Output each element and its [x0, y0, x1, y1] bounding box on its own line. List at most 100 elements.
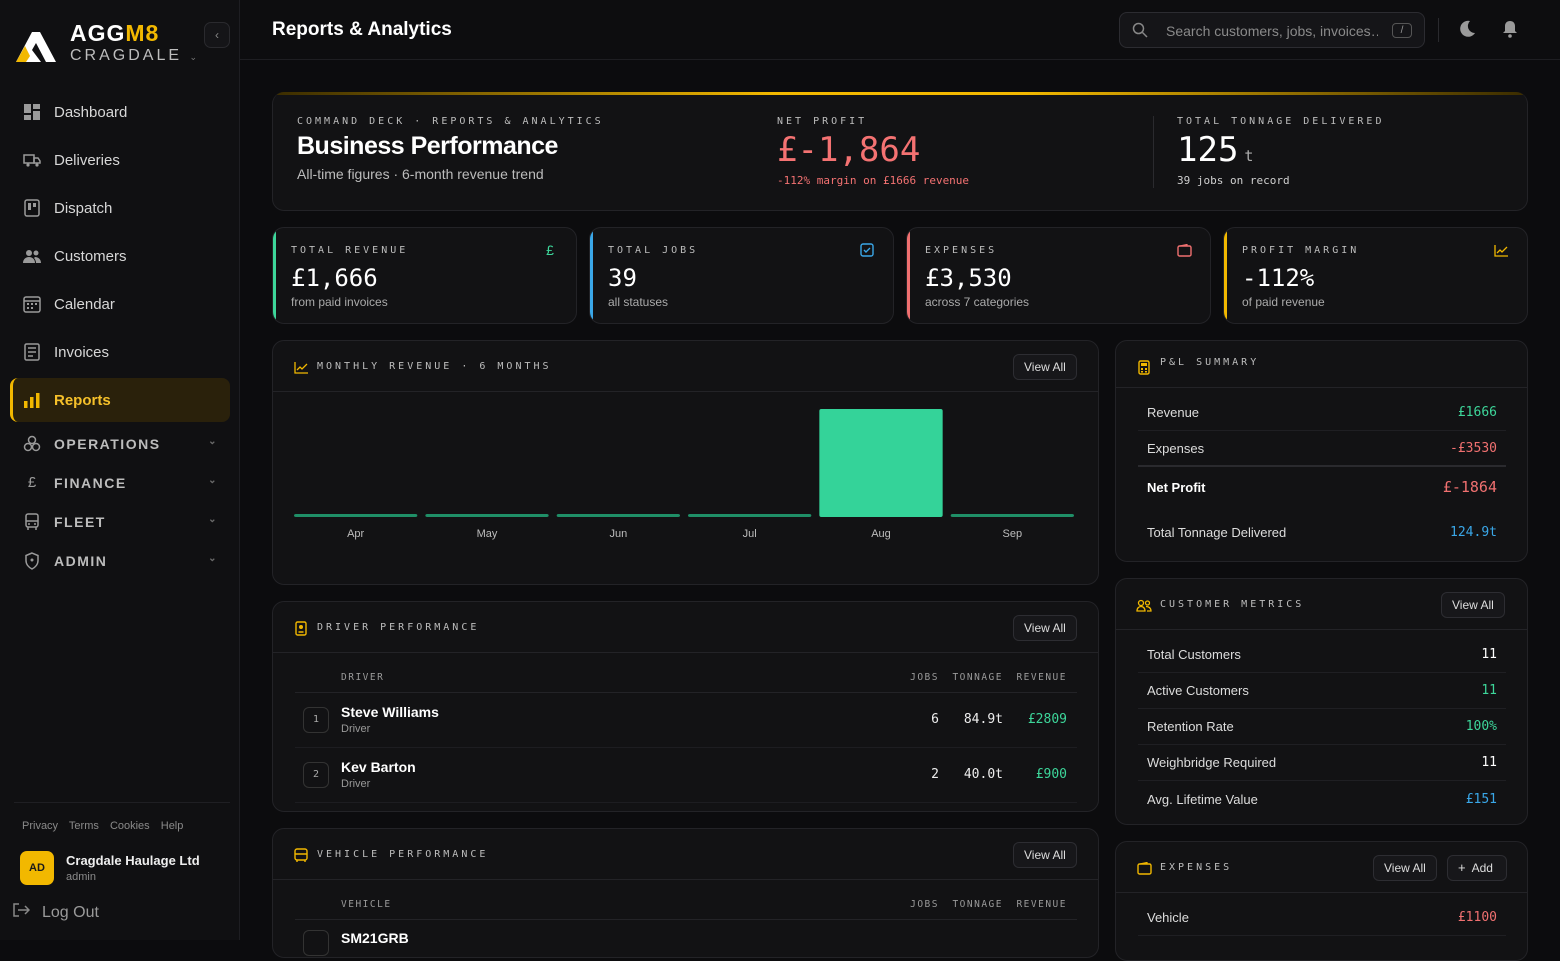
row-label: Net Profit	[1147, 479, 1206, 495]
org-switcher[interactable]: CRAGDALE ⌄	[70, 47, 201, 64]
nav-group-label: ADMIN	[54, 552, 108, 569]
panel-title: DRIVER PERFORMANCE	[317, 622, 480, 633]
driver-revenue: £900	[1013, 747, 1077, 803]
bar-aug[interactable]	[819, 409, 943, 517]
table-row[interactable]: 1 Steve Williams Driver 6 84.9t £2809	[295, 692, 1077, 748]
logout-button[interactable]: Log Out	[12, 902, 99, 923]
nav-group-finance[interactable]: £ FINANCE ⌄	[10, 465, 230, 500]
table-row[interactable]: SM21GRB	[295, 919, 1077, 957]
nav-group-fleet[interactable]: FLEET ⌄	[10, 504, 230, 539]
panel-header: P&L SUMMARY	[1116, 341, 1527, 388]
divider	[1438, 18, 1439, 42]
kpi-card-profit-margin: PROFIT MARGIN -112% of paid revenue	[1223, 227, 1528, 324]
theme-toggle-moon-icon[interactable]	[1456, 18, 1478, 40]
nav-item-reports[interactable]: Reports	[10, 378, 230, 422]
x-tick-label: Sep	[1003, 528, 1023, 540]
shield-icon	[22, 551, 42, 571]
metric-row: Active Customers 11	[1138, 673, 1506, 709]
panel-header: VEHICLE PERFORMANCE View All	[273, 829, 1098, 880]
cookies-link[interactable]: Cookies	[109, 820, 150, 832]
card-accent	[1224, 228, 1227, 323]
nav-item-calendar[interactable]: Calendar	[10, 282, 230, 326]
bar-may[interactable]	[425, 514, 549, 517]
terms-link[interactable]: Terms	[68, 820, 99, 832]
nav-group-operations[interactable]: OPERATIONS ⌄	[10, 426, 230, 461]
row-value: £1666	[1457, 405, 1497, 420]
view-all-button[interactable]: View All	[1441, 592, 1505, 618]
row-value: -£3530	[1450, 440, 1497, 456]
rank-badge: 2	[303, 761, 329, 788]
tonnage-unit: t	[1244, 147, 1254, 165]
page-title: Reports & Analytics	[272, 19, 452, 40]
net-profit-note: -112% margin on £1666 revenue	[777, 174, 970, 187]
truck-icon	[22, 150, 42, 170]
driver-name: Steve Williams	[341, 704, 439, 720]
row-value: £-1864	[1442, 478, 1497, 496]
nav-item-invoices[interactable]: Invoices	[10, 330, 230, 374]
driver-role: Driver	[341, 778, 371, 790]
row-value: 11	[1481, 755, 1497, 770]
check-square-icon	[859, 242, 875, 258]
bar-apr[interactable]	[294, 514, 418, 517]
x-tick-label: Jun	[609, 528, 627, 540]
add-expense-button[interactable]: + Add	[1447, 855, 1507, 881]
row-label: Retention Rate	[1147, 719, 1234, 734]
column-header: REVENUE	[1013, 664, 1077, 693]
kpi-label: EXPENSES	[925, 245, 998, 256]
wallet-icon	[1136, 860, 1152, 876]
search-shortcut-key: /	[1392, 23, 1412, 38]
brand-logo[interactable]: AGGM8 CRAGDALE ⌄	[16, 20, 226, 70]
dashboard-icon	[22, 102, 42, 122]
driver-jobs: 2	[899, 747, 949, 803]
nav-label: Calendar	[54, 295, 115, 313]
nav-item-dashboard[interactable]: Dashboard	[10, 90, 230, 134]
view-all-button[interactable]: View All	[1013, 842, 1077, 868]
row-value: 11	[1481, 647, 1497, 662]
bar-jul[interactable]	[688, 514, 812, 517]
pnl-row-expenses: Expenses -£3530	[1138, 431, 1506, 467]
nav-group-label: FINANCE	[54, 474, 127, 491]
user-card[interactable]: AD Cragdale Haulage Ltd admin	[20, 851, 230, 887]
search-box[interactable]: /	[1119, 12, 1425, 48]
row-label: Active Customers	[1147, 683, 1249, 698]
driver-table: DRIVER JOBS TONNAGE REVENUE 1 Steve Will…	[295, 664, 1077, 803]
column-header: REVENUE	[1013, 891, 1077, 920]
bar-jun[interactable]	[556, 514, 680, 517]
driver-name: Kev Barton	[341, 759, 416, 775]
users-icon	[1136, 597, 1152, 613]
card-accent	[907, 228, 910, 323]
column-header: TONNAGE	[949, 664, 1013, 693]
rank-badge: 1	[303, 706, 329, 733]
kpi-sub: of paid revenue	[1242, 295, 1325, 309]
privacy-link[interactable]: Privacy	[22, 820, 59, 832]
divider	[14, 802, 230, 803]
nav-item-dispatch[interactable]: Dispatch	[10, 186, 230, 230]
view-all-button[interactable]: View All	[1013, 354, 1077, 380]
search-input[interactable]	[1166, 21, 1378, 41]
nav-item-deliveries[interactable]: Deliveries	[10, 138, 230, 182]
bell-icon[interactable]	[1499, 18, 1521, 40]
nav-group-label: FLEET	[54, 513, 106, 530]
chevron-down-icon: ⌄	[189, 52, 201, 62]
chevron-down-icon: ⌄	[208, 436, 218, 447]
expenses-panel: EXPENSES View All + Add Vehicle £1100	[1115, 841, 1528, 961]
driver-tonnage: 84.9t	[949, 692, 1013, 748]
nav-group-admin[interactable]: ADMIN ⌄	[10, 543, 230, 578]
x-tick-label: Apr	[347, 528, 364, 540]
hero-eyebrow: COMMAND DECK · REPORTS & ANALYTICS	[297, 116, 604, 127]
bar-sep[interactable]	[950, 514, 1074, 517]
rank-badge	[303, 929, 329, 956]
nav-item-customers[interactable]: Customers	[10, 234, 230, 278]
chevron-down-icon: ⌄	[208, 553, 218, 564]
help-link[interactable]: Help	[160, 820, 184, 832]
view-all-button[interactable]: View All	[1013, 615, 1077, 641]
kpi-card-total-jobs: TOTAL JOBS 39 all statuses	[589, 227, 894, 324]
driver-tonnage: 40.0t	[949, 747, 1013, 803]
sidebar: AGGM8 CRAGDALE ⌄ ‹ Dashboard Deliveries …	[0, 0, 240, 940]
view-all-button[interactable]: View All	[1373, 855, 1437, 881]
dispatch-icon	[22, 198, 42, 218]
collapse-sidebar-button[interactable]: ‹	[204, 22, 230, 48]
table-row[interactable]: 2 Kev Barton Driver 2 40.0t £900	[295, 747, 1077, 803]
row-value: 11	[1481, 683, 1497, 698]
kpi-card-expenses: EXPENSES £3,530 across 7 categories	[906, 227, 1211, 324]
